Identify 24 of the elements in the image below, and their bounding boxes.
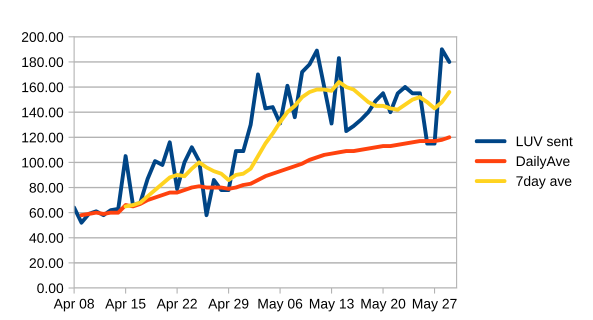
x-tick-label: May 27: [412, 298, 457, 312]
legend-label: LUV sent: [516, 136, 573, 146]
line-series: [80, 135, 452, 218]
y-tick-label: 100.00: [22, 158, 64, 168]
y-tick-label: 180.00: [22, 57, 64, 68]
y-tick-label: 120.00: [22, 132, 64, 142]
x-tick-label: Apr 15: [105, 298, 146, 312]
x-tick-label: May 06: [258, 298, 302, 312]
y-tick-label: 0.00: [37, 283, 64, 294]
y-tick-label: 200.00: [22, 32, 64, 42]
legend-label: 7day ave: [516, 176, 572, 189]
y-tick-label: 20.00: [30, 258, 64, 268]
x-tick-label: Apr 22: [156, 298, 197, 312]
x-tick-label: May 13: [310, 298, 354, 312]
y-tick-label: 160.00: [22, 82, 64, 92]
y-tick-label: 80.00: [30, 182, 64, 193]
x-tick-label: Apr 29: [208, 298, 248, 312]
y-tick-label: 40.00: [29, 233, 64, 243]
y-tick-label: 140.00: [22, 107, 64, 118]
y-tick-label: 60.00: [30, 208, 64, 218]
x-tick-label: May 20: [361, 298, 406, 312]
legend-label: DailyAve: [516, 156, 570, 169]
line-series: [124, 80, 452, 208]
x-tick-label: Apr 08: [54, 298, 94, 312]
